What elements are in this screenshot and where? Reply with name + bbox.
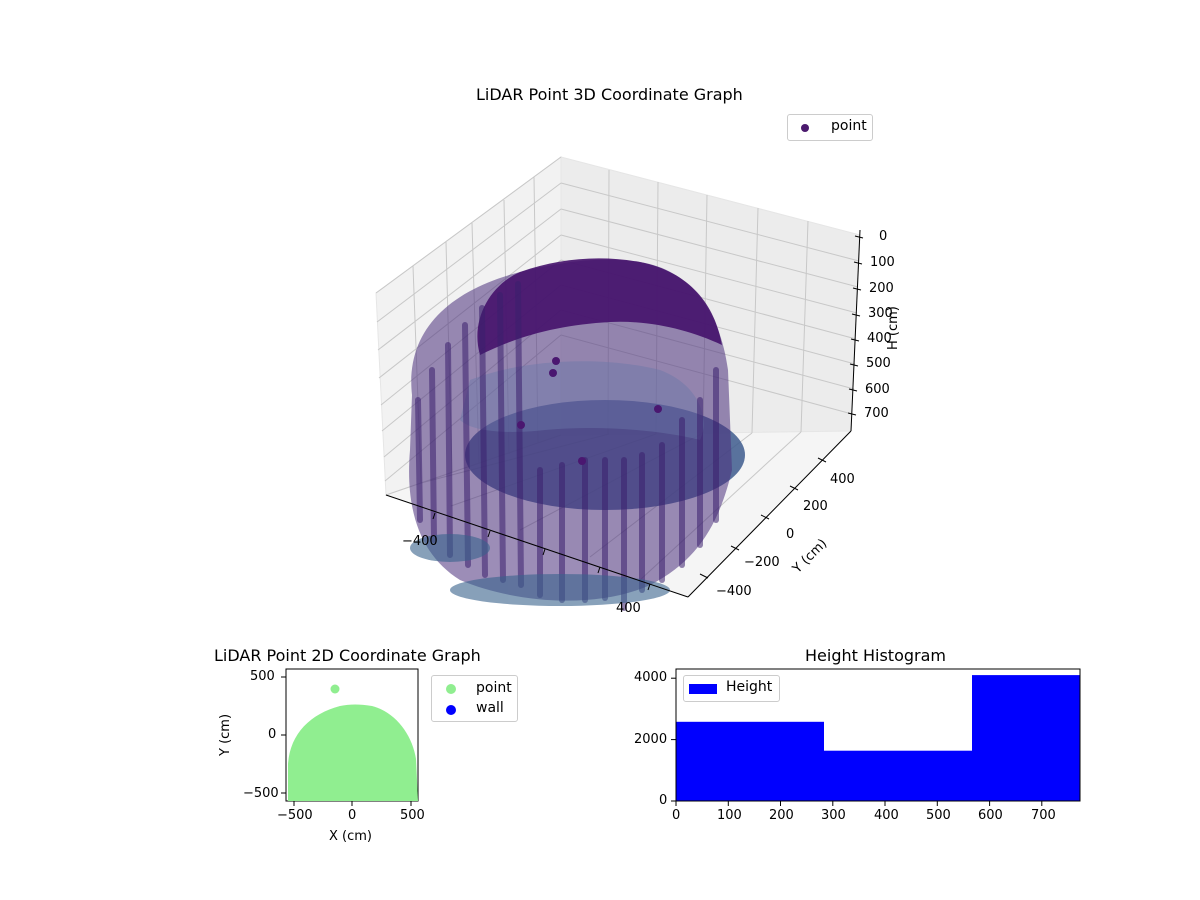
y-tick-label: 2000 xyxy=(634,732,668,747)
y-tick-label: 0 xyxy=(786,527,795,542)
y-tick-label: 0 xyxy=(268,727,277,742)
y-tick-label: −400 xyxy=(716,584,752,599)
z-tick-label: 300 xyxy=(868,306,893,321)
x-tick-label: 500 xyxy=(400,808,425,823)
x-tick-label: −500 xyxy=(277,808,313,823)
y-tick-label: 200 xyxy=(803,499,828,514)
legend-label-height: Height xyxy=(726,679,773,695)
x-tick-label: −400 xyxy=(402,534,438,549)
chart-3d-legend: point xyxy=(787,114,873,141)
x-tick-label: 300 xyxy=(821,808,846,823)
y-axis-label: Y (cm) xyxy=(218,713,233,756)
chart-2d-axes xyxy=(281,668,419,806)
chart-3d-axes xyxy=(375,156,864,611)
y-tick-label: 0 xyxy=(659,793,668,808)
x-tick-label: 400 xyxy=(616,601,641,616)
histogram-title: Height Histogram xyxy=(805,646,946,665)
x-tick-label: 0 xyxy=(672,808,681,823)
histogram-bar-3 xyxy=(972,675,1080,801)
legend-marker-point xyxy=(801,124,809,132)
z-tick-label: 0 xyxy=(879,229,888,244)
x-tick-label: 100 xyxy=(717,808,742,823)
point-region xyxy=(288,704,418,801)
legend-marker-wall xyxy=(446,705,456,715)
x-tick-label: 600 xyxy=(978,808,1003,823)
x-axis-label: X (cm) xyxy=(329,829,372,844)
histogram-bar-1 xyxy=(676,721,824,801)
z-tick-label: 600 xyxy=(865,382,890,397)
chart-2d-title: LiDAR Point 2D Coordinate Graph xyxy=(214,646,481,665)
chart-3d-title: LiDAR Point 3D Coordinate Graph xyxy=(476,85,743,104)
x-tick-label: 500 xyxy=(926,808,951,823)
z-tick-label: 700 xyxy=(864,406,889,421)
z-tick-label: 100 xyxy=(870,255,895,270)
histogram-legend: Height xyxy=(683,675,780,702)
x-tick-label: 0 xyxy=(348,808,357,823)
x-tick-label: 400 xyxy=(874,808,899,823)
y-tick-label: −200 xyxy=(744,555,780,570)
legend-label-point: point xyxy=(831,118,867,134)
z-axis-label: H (cm) xyxy=(886,306,901,350)
z-tick-label: 400 xyxy=(867,331,892,346)
histogram-bar-2 xyxy=(824,750,972,801)
legend-label-wall: wall xyxy=(476,700,504,716)
chart-2d-legend: point wall xyxy=(431,675,518,722)
x-tick-label: 200 xyxy=(769,808,794,823)
y-tick-label: −500 xyxy=(243,786,279,801)
y-tick-label: 4000 xyxy=(634,670,668,685)
y-tick-label: 400 xyxy=(830,472,855,487)
histogram-axes xyxy=(671,668,1081,806)
outlier-point xyxy=(330,684,340,694)
x-tick-label: 700 xyxy=(1031,808,1056,823)
y-tick-label: 500 xyxy=(250,669,275,684)
z-tick-label: 200 xyxy=(869,281,894,296)
legend-label-point: point xyxy=(476,680,512,696)
legend-marker-point xyxy=(446,684,456,694)
z-tick-label: 500 xyxy=(866,356,891,371)
legend-swatch-height xyxy=(689,684,717,694)
